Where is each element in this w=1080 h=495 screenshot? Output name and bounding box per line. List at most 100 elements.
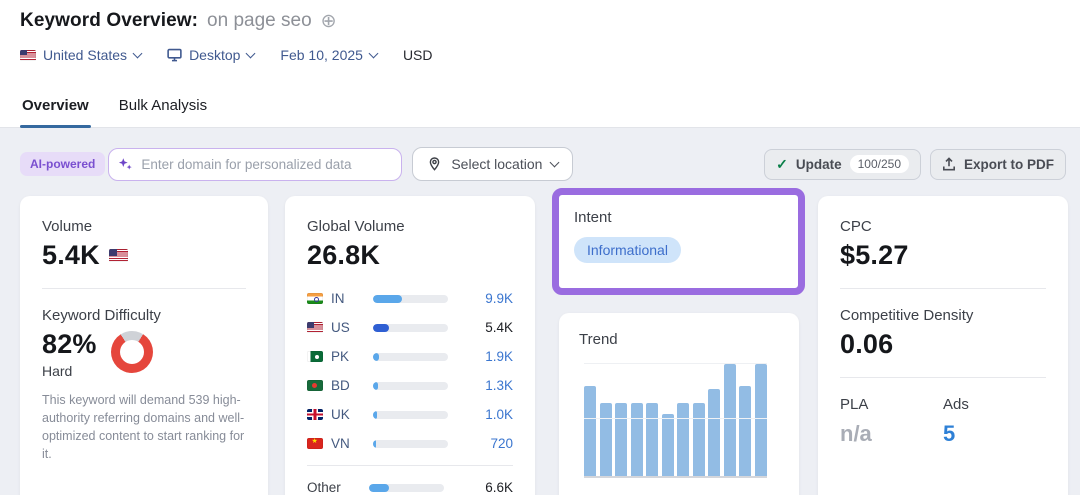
device-selector-label: Desktop [189, 47, 241, 63]
other-row: Other 6.6K [307, 473, 513, 495]
device-selector[interactable]: Desktop [167, 47, 256, 63]
kd-level: Hard [42, 363, 73, 379]
other-bar-track [369, 483, 444, 492]
trend-bar-11 [739, 386, 752, 476]
gridline [584, 417, 767, 419]
trend-bar-6 [661, 414, 674, 476]
country-row-pk: PK 1.9K [307, 342, 513, 371]
toolbar: AI-powered Select location ✓ Update 100/… [20, 147, 1066, 181]
tabs: Overview Bulk Analysis [20, 97, 209, 128]
tab-bulk-analysis[interactable]: Bulk Analysis [118, 97, 208, 114]
country-bar-track [373, 323, 448, 332]
volume-card: Volume 5.4K Keyword Difficulty 82% Hard … [20, 196, 268, 495]
country-bar-track [373, 439, 448, 448]
country-code: BD [331, 378, 350, 393]
country-bar-track [373, 410, 448, 419]
country-code: US [331, 320, 350, 335]
pla-value: n/a [840, 421, 872, 446]
ai-sparkle-icon [119, 157, 133, 170]
country-volume-value[interactable]: 1.0K [485, 407, 513, 422]
add-keyword-icon[interactable]: ⊕ [320, 10, 337, 32]
kd-value: 82% [42, 329, 97, 359]
in-flag-icon [307, 293, 323, 304]
divider [840, 288, 1046, 289]
page-title: Keyword Overview: on page seo ⊕ [20, 10, 337, 32]
ads-value[interactable]: 5 [943, 421, 956, 446]
country-row-vn: VN 720 [307, 429, 513, 458]
trend-bar-3 [615, 403, 628, 476]
intent-card-highlighted: Intent Informational [552, 188, 805, 295]
bd-flag-icon [307, 380, 323, 391]
chevron-down-icon [245, 48, 256, 58]
trend-bar-8 [692, 403, 705, 476]
toolbar-right: ✓ Update 100/250 Export to PDF [764, 148, 1066, 180]
export-pdf-button[interactable]: Export to PDF [930, 148, 1066, 180]
vn-flag-icon [307, 438, 323, 449]
country-bar-fill [373, 439, 376, 448]
divider [42, 288, 246, 289]
country-row-bd: BD 1.3K [307, 371, 513, 400]
other-value: 6.6K [485, 480, 513, 495]
intent-badge: Informational [574, 237, 681, 263]
us-flag-icon [108, 249, 128, 262]
country-bar-track [373, 294, 448, 303]
chevron-down-icon [549, 157, 560, 167]
country-bar-fill [373, 323, 389, 332]
date-selector[interactable]: Feb 10, 2025 [280, 47, 379, 63]
country-selector[interactable]: United States [20, 47, 143, 63]
country-code: IN [331, 291, 345, 306]
trend-bar-1 [584, 386, 596, 476]
country-selector-label: United States [43, 47, 128, 63]
trend-bar-12 [754, 364, 767, 476]
tab-overview[interactable]: Overview [20, 97, 91, 128]
country-code: UK [331, 407, 350, 422]
country-volume-value[interactable]: 1.3K [485, 378, 513, 393]
trend-bar-5 [646, 403, 659, 476]
ai-powered-badge: AI-powered [20, 152, 106, 176]
keyword-text: on page seo [207, 10, 312, 31]
kd-description: This keyword will demand 539 high-author… [42, 393, 245, 462]
country-code: VN [331, 436, 350, 451]
check-icon: ✓ [776, 155, 788, 172]
pla-label: PLA [840, 396, 869, 413]
country-volume-value[interactable]: 720 [490, 436, 513, 451]
country-bar-fill [373, 352, 379, 361]
location-pin-icon [430, 157, 440, 171]
filters-bar: United States Desktop Feb 10, 2025 USD [20, 47, 433, 63]
country-bar-track [373, 352, 448, 361]
global-volume-value: 26.8K [307, 240, 381, 270]
country-volume-value[interactable]: 1.9K [485, 349, 513, 364]
domain-input-wrap [108, 147, 403, 181]
cpc-card: CPC $5.27 Competitive Density 0.06 PLA n… [818, 196, 1068, 495]
country-bar-fill [373, 410, 377, 419]
trend-card: Trend [559, 313, 799, 495]
country-bar-fill [373, 294, 402, 303]
trend-bar-10 [723, 364, 736, 476]
trend-bar-2 [599, 403, 612, 476]
chevron-down-icon [132, 48, 143, 58]
ads-label: Ads [943, 396, 969, 413]
country-row-in: IN 9.9K [307, 284, 513, 313]
country-bar-track [373, 381, 448, 390]
select-location-label: Select location [451, 156, 543, 172]
competitive-density-value: 0.06 [840, 329, 894, 359]
cpc-label: CPC [840, 218, 872, 235]
domain-input[interactable] [108, 147, 403, 181]
update-button[interactable]: ✓ Update 100/250 [764, 148, 921, 180]
header: Keyword Overview: on page seo ⊕ United S… [0, 0, 1080, 128]
trend-bar-4 [630, 403, 643, 476]
date-selector-label: Feb 10, 2025 [280, 47, 363, 63]
export-icon [943, 156, 955, 170]
country-row-us: US 5.4K [307, 313, 513, 342]
kd-label: Keyword Difficulty [42, 307, 161, 324]
desktop-icon [167, 48, 182, 62]
select-location-button[interactable]: Select location [412, 147, 574, 181]
cpc-value: $5.27 [840, 240, 909, 270]
global-volume-card: Global Volume 26.8K IN 9.9K US 5.4K PK 1.9K BD… [285, 196, 535, 495]
divider [840, 377, 1046, 378]
us-flag-icon [307, 322, 323, 333]
country-volume-value[interactable]: 9.9K [485, 291, 513, 306]
competitive-density-label: Competitive Density [840, 307, 974, 324]
uk-flag-icon [307, 409, 323, 420]
